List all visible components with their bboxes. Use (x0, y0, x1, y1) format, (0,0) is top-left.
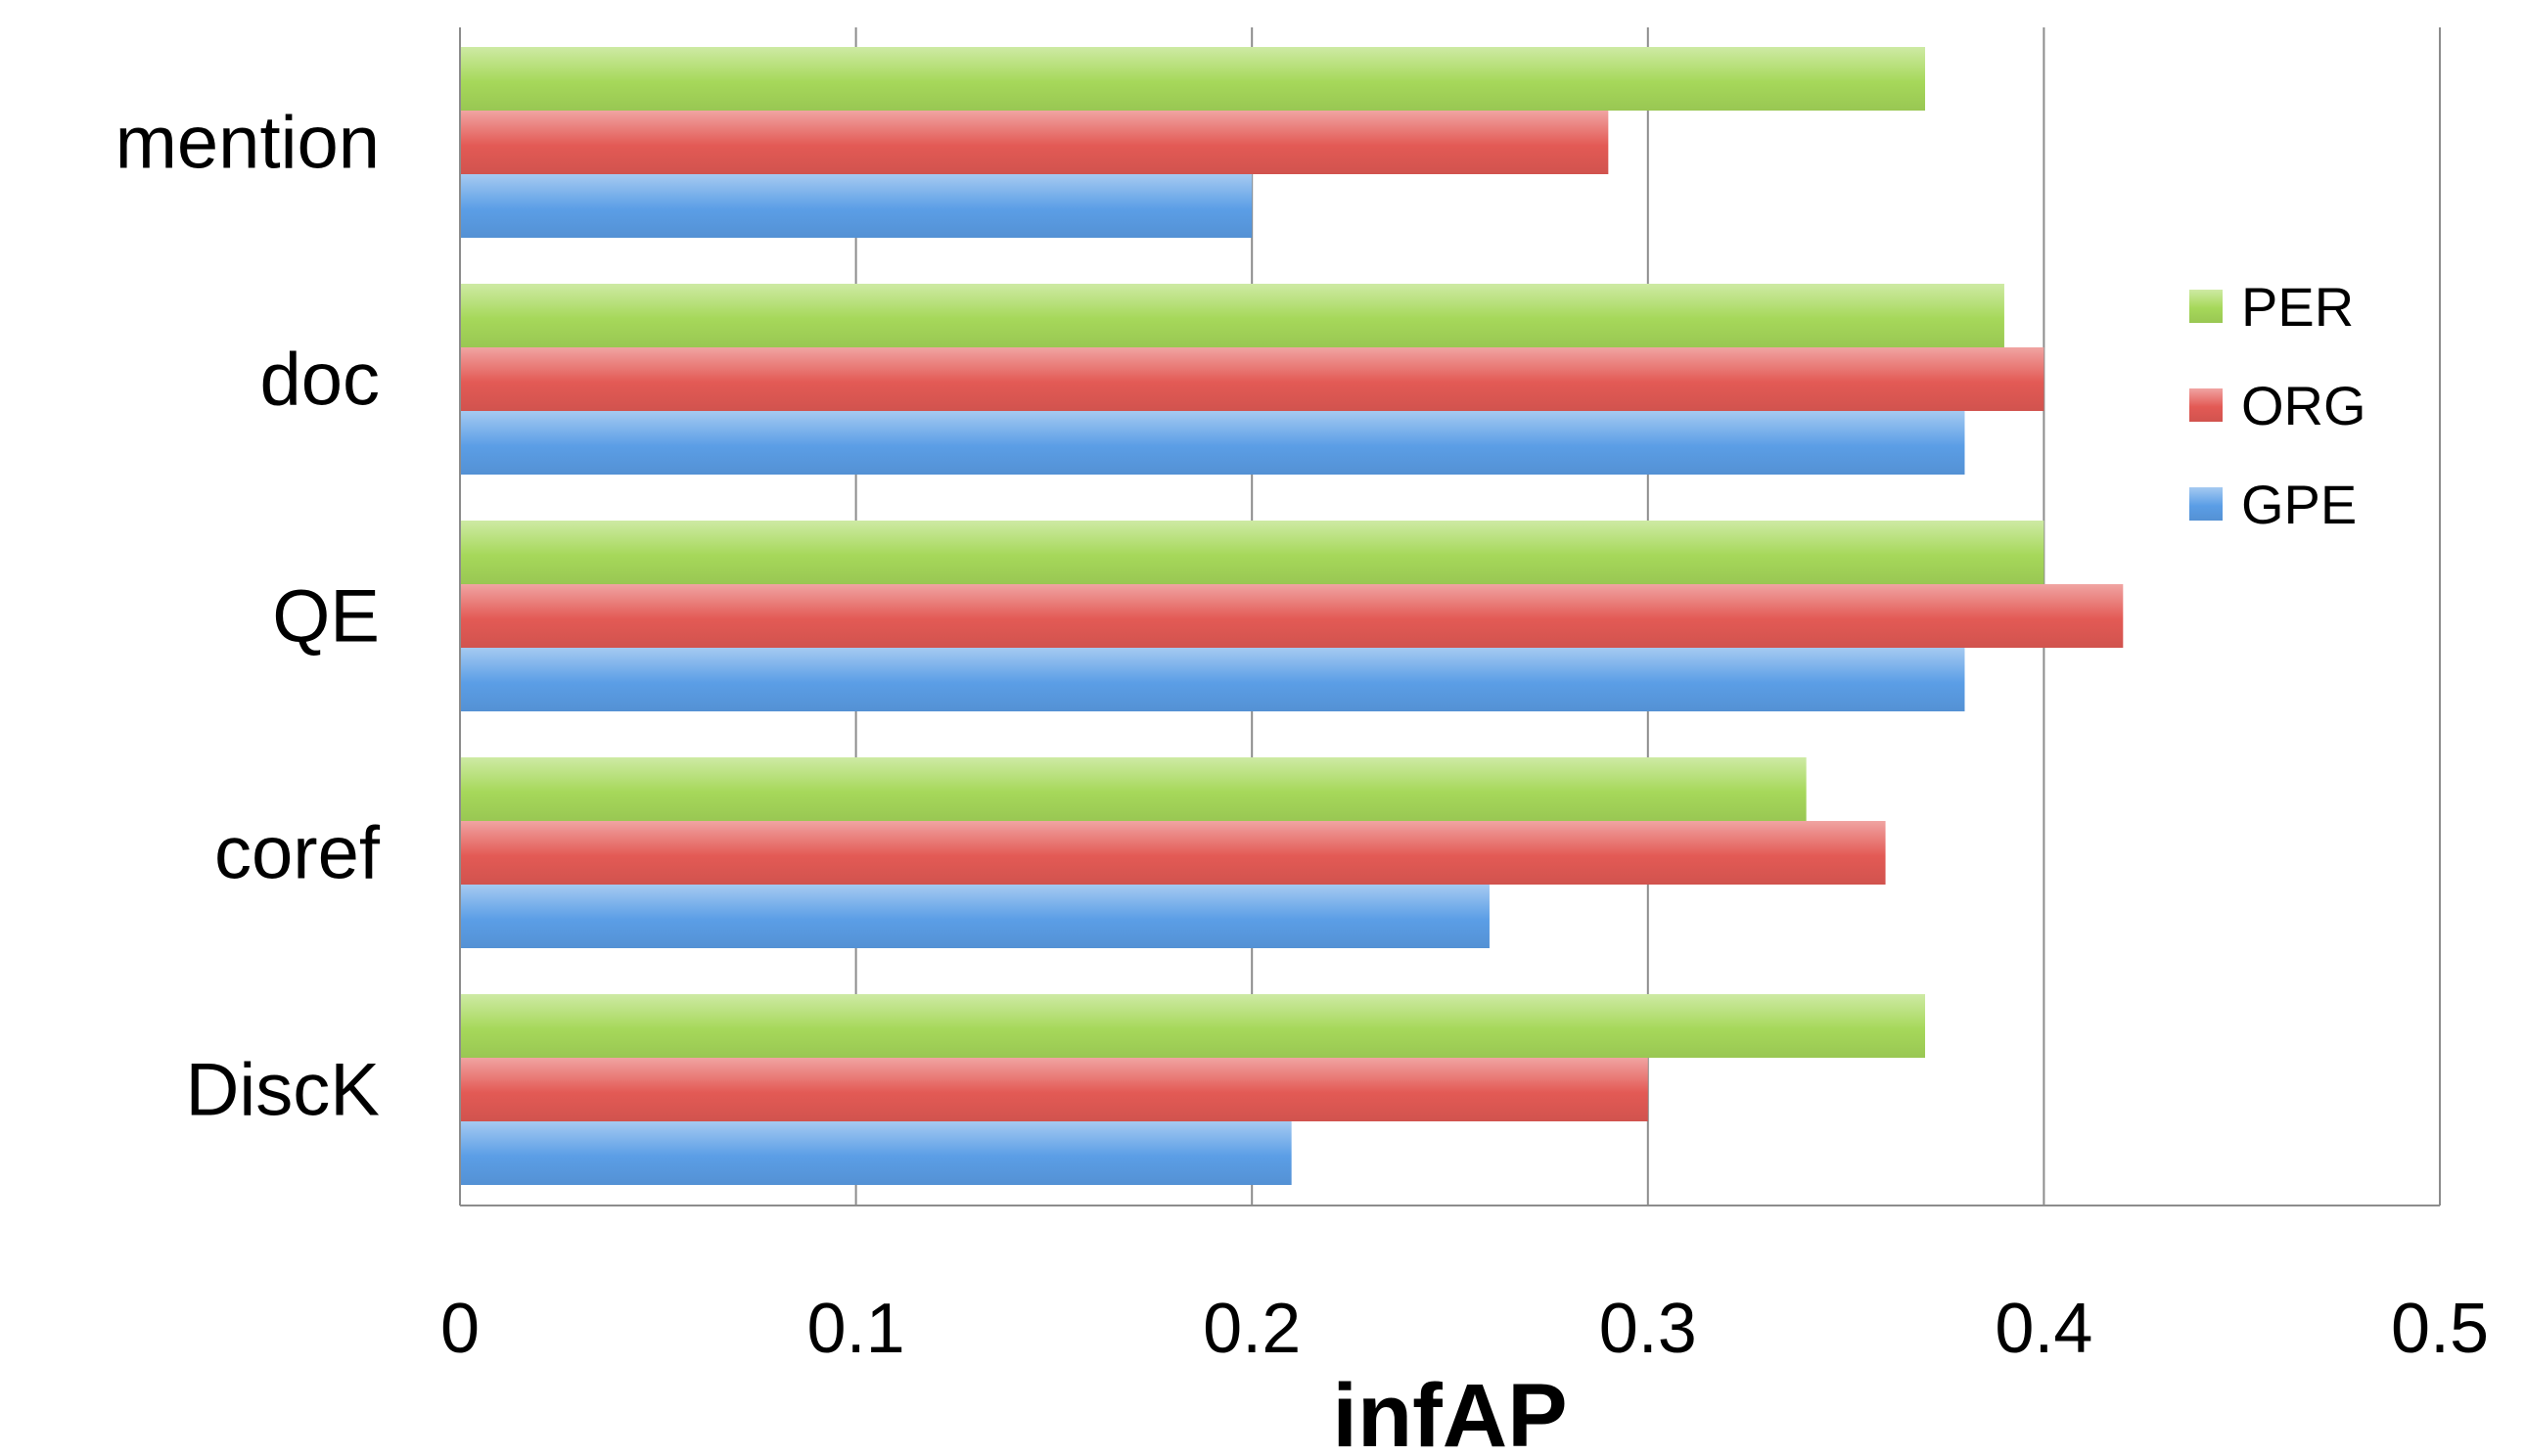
bar-gpe-doc (460, 411, 1965, 475)
x-tick-label: 0.2 (1203, 1290, 1301, 1368)
y-category-label: QE (272, 575, 380, 659)
x-axis-title: infAP (1332, 1366, 1567, 1451)
bar-org-doc (460, 347, 2044, 411)
x-tick-label: 0.5 (2391, 1290, 2489, 1368)
bar-per-mention (460, 47, 1926, 111)
x-tick-label: 0.1 (807, 1290, 905, 1368)
legend-label-gpe: GPE (2241, 474, 2357, 535)
legend-swatch-per (2189, 290, 2223, 323)
bar-gpe-disck (460, 1121, 1292, 1185)
legend: PER ORG GPE (2189, 276, 2366, 535)
bar-gpe-mention (460, 174, 1253, 238)
bar-org-mention (460, 111, 1609, 174)
legend-label-per: PER (2241, 276, 2354, 338)
bar-org-qe (460, 584, 2124, 648)
x-tick-label: 0 (440, 1290, 480, 1368)
legend-label-org: ORG (2241, 375, 2366, 436)
bar-per-qe (460, 521, 2044, 584)
labels: 0 0.1 0.2 0.3 0.4 0.5 mention doc QE coref DiscK in… (115, 102, 2489, 1456)
x-tick-label: 0.4 (1995, 1290, 2092, 1368)
bar-gpe-qe (460, 648, 1965, 711)
bar-gpe-coref (460, 885, 1490, 948)
legend-swatch-org (2189, 388, 2223, 422)
bar-per-doc (460, 284, 2004, 347)
y-category-label: DiscK (186, 1049, 380, 1132)
bar-org-coref (460, 821, 1886, 885)
bars (460, 47, 2124, 1185)
y-category-label: coref (214, 812, 381, 895)
bar-per-disck (460, 994, 1926, 1058)
x-tick-label: 0.3 (1599, 1290, 1697, 1368)
y-category-label: mention (115, 102, 380, 185)
legend-swatch-gpe (2189, 487, 2223, 521)
bar-org-disck (460, 1058, 1648, 1121)
bar-per-coref (460, 757, 1807, 821)
axes (459, 27, 2440, 1206)
y-category-label: doc (259, 339, 380, 422)
